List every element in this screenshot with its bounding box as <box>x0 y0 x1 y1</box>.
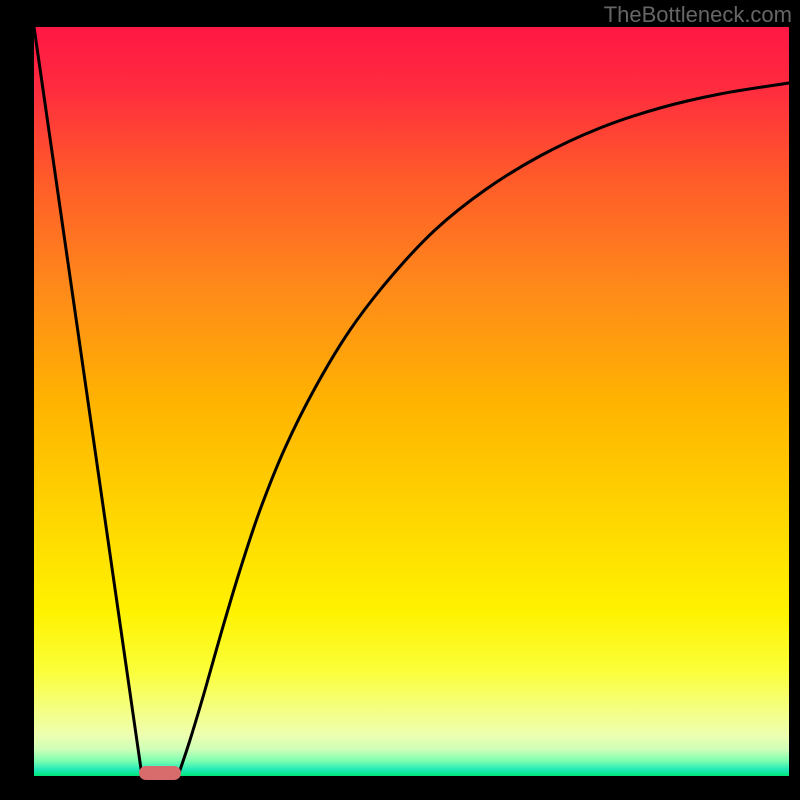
optimal-marker <box>139 766 181 780</box>
chart-svg <box>0 0 800 800</box>
plot-background <box>34 27 789 776</box>
bottleneck-chart: TheBottleneck.com <box>0 0 800 800</box>
watermark-text: TheBottleneck.com <box>604 2 792 28</box>
